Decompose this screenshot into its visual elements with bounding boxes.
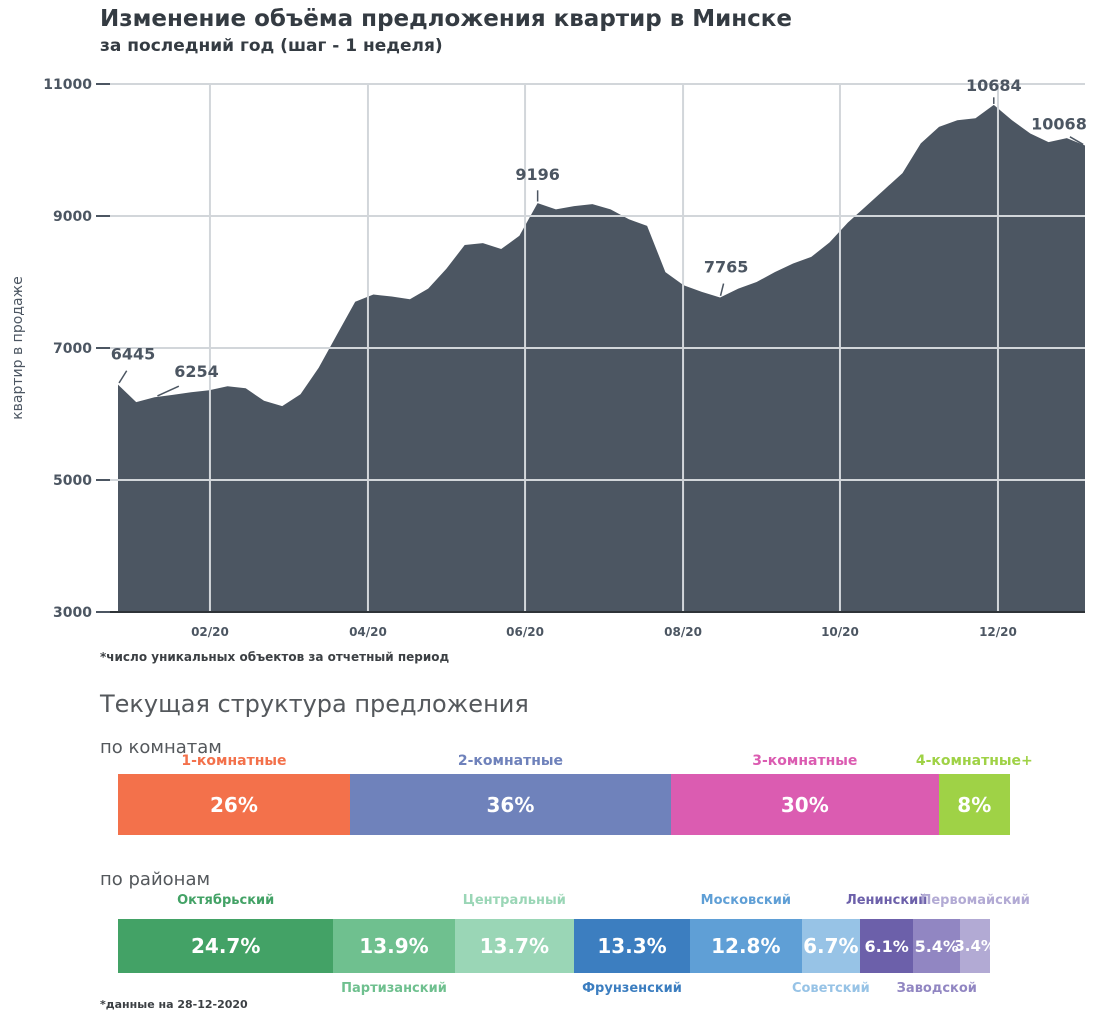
y-axis-title: квартир в продаже — [10, 276, 26, 420]
annotation-leader — [157, 385, 180, 397]
rooms-bar-segment-0: 26% — [118, 774, 350, 835]
districts-bar-segment-0: 24.7% — [118, 919, 334, 973]
x-tick-label: 12/20 — [979, 625, 1017, 639]
structure-section-title: Текущая структура предложения — [100, 690, 529, 718]
y-tick-label: 9000 — [53, 209, 92, 225]
districts-bar-segment-4: 12.8% — [690, 919, 802, 973]
x-tick-label: 10/20 — [821, 625, 859, 639]
districts-bar-segment-3: 13.3% — [574, 919, 690, 973]
rooms-labels-row: 1-комнатные 2-комнатные 3-комнатные 4-комна… — [118, 753, 1032, 771]
annotation-leader — [1069, 136, 1084, 146]
districts-bar-label-2: Центральный — [462, 893, 566, 908]
segment-value: 12.8% — [711, 934, 781, 958]
rooms-bar-label-2: 3-комнатные — [752, 753, 858, 769]
districts-bar-segment-7: 5.4% — [913, 919, 961, 973]
districts-bar-segment-2: 13.7% — [454, 919, 575, 973]
districts-bar-label-0: Октябрьский — [177, 893, 275, 908]
segment-value: 36% — [486, 792, 535, 817]
annotation-label-10068: 10068 — [1031, 115, 1087, 134]
segment-value: 6.1% — [864, 936, 909, 956]
districts-top-labels-row: Октябрьский Центральный Московский Ленински… — [118, 893, 1030, 911]
segment-value: 8% — [957, 792, 992, 817]
districts-bar-label-6: Ленинский — [845, 893, 928, 908]
districts-bar-segment-1: 13.9% — [333, 919, 455, 973]
supply-area-chart: 3000 5000 7000 9000 11000 02/20 04/20 06/20 08/2… — [10, 76, 1087, 639]
annotation-leader — [719, 283, 725, 297]
districts-bar-label-8: Первомайский — [920, 893, 1030, 908]
x-tick-label: 08/20 — [664, 625, 702, 639]
supply-area — [118, 104, 1085, 613]
districts-bottom-labels-row: Партизанский Фрунзенский Советский Заводско… — [118, 981, 990, 999]
chart-footnote: *число уникальных объектов за отчетный п… — [100, 650, 450, 664]
y-tick-label: 7000 — [53, 341, 92, 357]
rooms-bar-label-3: 4-комнатные+ — [915, 753, 1033, 769]
annotation-label-6445: 6445 — [111, 345, 156, 364]
segment-value: 26% — [210, 792, 258, 817]
annotation-label-7765: 7765 — [704, 258, 749, 277]
chart-subtitle: за последний год (шаг - 1 неделя) — [100, 36, 443, 56]
y-tick-label: 3000 — [53, 605, 92, 621]
rooms-bar-label-1: 2-комнатные — [457, 753, 564, 769]
rooms-bar-segment-2: 30% — [671, 774, 939, 835]
segment-value: 13.7% — [479, 934, 549, 958]
rooms-stacked-bar: 26% 36% 30% 8% — [118, 774, 1010, 835]
segment-value: 30% — [780, 792, 829, 817]
segment-value: 24.7% — [190, 934, 261, 958]
districts-bar-label-4: Московский — [700, 893, 791, 908]
annotation-label-9196: 9196 — [515, 165, 560, 184]
y-tick-label: 5000 — [53, 473, 92, 489]
districts-bar-segment-5: 6.7% — [801, 919, 861, 973]
annotation-label-10684: 10684 — [966, 76, 1022, 95]
x-tick-label: 04/20 — [349, 625, 387, 639]
y-tick-label: 11000 — [43, 77, 92, 93]
segment-value: 5.4% — [914, 936, 959, 956]
districts-bar-label-5: Советский — [791, 981, 870, 996]
districts-bar-label-3: Фрунзенский — [582, 981, 682, 996]
annotation-leader — [118, 370, 128, 384]
rooms-bar-segment-1: 36% — [349, 774, 672, 835]
rooms-subtitle: по комнатам — [100, 737, 222, 758]
x-tick-label: 02/20 — [191, 625, 229, 639]
districts-bar-label-1: Партизанский — [341, 981, 447, 996]
rooms-bar-segment-3: 8% — [938, 774, 1010, 835]
districts-subtitle: по районам — [100, 869, 211, 890]
segment-value: 3.4% — [954, 937, 996, 955]
chart-title: Изменение объёма предложения квартир в М… — [100, 6, 792, 32]
segment-value: 13.3% — [597, 934, 667, 958]
districts-bar-segment-6: 6.1% — [860, 919, 914, 973]
districts-bar-segment-8: 3.4% — [954, 919, 996, 973]
districts-stacked-bar: 24.7% 13.9% 13.7% 13.3% 12.8% 6.7% 6.1% 5.4% 3.4… — [118, 919, 996, 973]
rooms-bar-label-0: 1-комнатные — [181, 753, 287, 769]
segment-value: 6.7% — [803, 934, 859, 958]
data-footnote: *данные на 28-12-2020 — [100, 998, 248, 1011]
x-tick-label: 06/20 — [506, 625, 544, 639]
annotation-label-6254: 6254 — [174, 362, 219, 381]
districts-bar-label-7: Заводской — [896, 981, 977, 996]
segment-value: 13.9% — [359, 934, 429, 958]
